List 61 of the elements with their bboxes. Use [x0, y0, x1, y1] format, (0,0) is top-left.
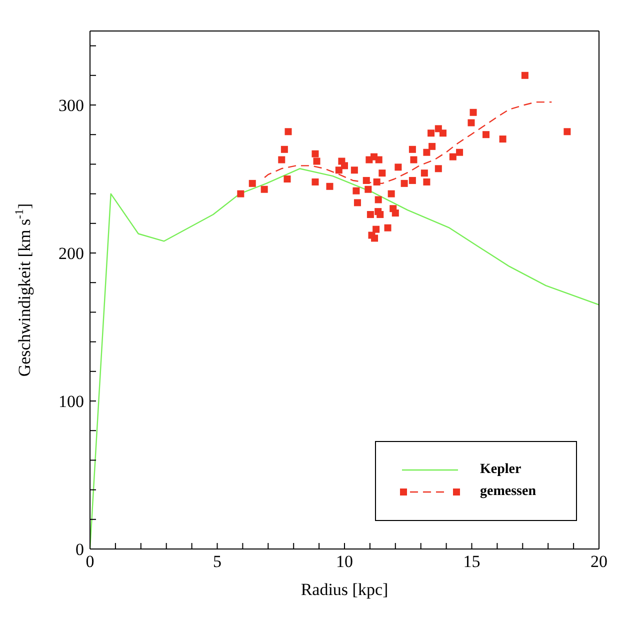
point — [371, 234, 378, 242]
point — [564, 128, 571, 136]
point — [278, 156, 286, 164]
point — [341, 162, 348, 170]
point — [423, 178, 430, 186]
point — [388, 190, 395, 198]
point — [376, 211, 384, 218]
legend-label: gemessen — [480, 484, 536, 500]
point — [280, 146, 288, 153]
point — [364, 186, 372, 193]
point — [313, 158, 320, 165]
point — [326, 182, 334, 190]
point — [260, 186, 268, 193]
point — [284, 128, 292, 136]
point — [410, 156, 418, 164]
point — [439, 130, 446, 137]
point — [434, 165, 442, 172]
point — [374, 196, 382, 204]
point — [335, 166, 342, 174]
point — [408, 176, 416, 184]
x-axis-title: Radius [kpc] — [300, 580, 388, 599]
point — [350, 166, 358, 174]
point — [354, 199, 361, 206]
point — [470, 108, 477, 116]
point — [408, 146, 416, 153]
point — [312, 178, 319, 186]
point — [449, 153, 456, 160]
point — [248, 180, 256, 187]
point — [384, 224, 392, 232]
x-tick-label: 20 — [590, 552, 608, 572]
point — [366, 211, 374, 218]
y-tick-label: 300 — [58, 96, 84, 116]
point — [521, 72, 528, 79]
y-tick-label: 0 — [76, 540, 84, 560]
point — [372, 226, 380, 233]
point — [400, 180, 408, 187]
point — [362, 176, 370, 184]
legend-label: Kepler — [480, 462, 522, 478]
point — [423, 148, 430, 156]
point — [237, 190, 244, 198]
point — [420, 170, 428, 177]
point — [499, 136, 506, 143]
x-tick-label: 15 — [463, 552, 480, 572]
point — [378, 170, 386, 177]
y-tick-label: 100 — [58, 392, 84, 412]
y-tick-label: 200 — [58, 244, 84, 264]
line-series — [264, 101, 552, 184]
point — [392, 210, 399, 217]
point — [428, 130, 435, 137]
point — [375, 156, 382, 164]
x-tick-label: 10 — [336, 552, 353, 572]
point — [428, 142, 436, 150]
point — [456, 148, 464, 156]
point — [352, 187, 360, 194]
point — [284, 176, 291, 182]
point — [394, 164, 402, 171]
point — [312, 150, 319, 158]
point — [373, 178, 380, 186]
point — [468, 119, 475, 126]
x-tick-label: 5 — [213, 552, 222, 572]
point — [482, 131, 490, 138]
